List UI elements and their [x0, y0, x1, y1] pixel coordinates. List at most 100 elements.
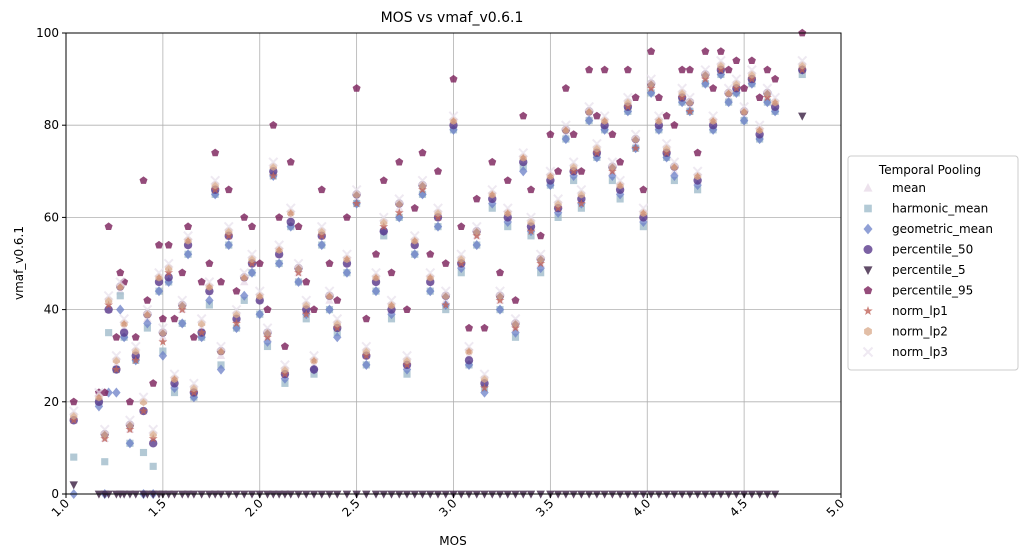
point-percentile_5 — [269, 490, 278, 499]
point-percentile_5 — [309, 490, 319, 499]
point-norm_lp1 — [158, 337, 168, 346]
legend-marker-norm_lp3 — [862, 346, 874, 358]
legend-title: Temporal Pooling — [878, 163, 981, 177]
point-percentile_95 — [100, 388, 109, 396]
point-percentile_5 — [677, 490, 687, 499]
point-percentile_5 — [317, 490, 326, 499]
point-norm_lp3 — [239, 267, 250, 278]
point-percentile_5 — [693, 490, 702, 499]
point-percentile_95 — [410, 203, 419, 212]
point-percentile_95 — [503, 176, 512, 184]
point-norm_lp3 — [268, 157, 279, 167]
point-percentile_5 — [441, 490, 450, 499]
point-percentile_5 — [798, 112, 807, 121]
point-percentile_5 — [325, 490, 334, 499]
point-norm_lp1 — [197, 328, 207, 337]
point-percentile_95 — [403, 305, 411, 313]
point-norm_lp3 — [163, 258, 174, 269]
point-percentile_5 — [488, 490, 497, 499]
point-norm_lp3 — [622, 92, 633, 103]
point-percentile_5 — [724, 490, 733, 499]
point-geometric_mean — [224, 240, 233, 251]
point-norm_lp3 — [661, 138, 672, 149]
point-percentile_95 — [600, 65, 609, 74]
point-norm_lp3 — [183, 230, 193, 241]
point-norm_lp3 — [309, 350, 319, 361]
point-percentile_5 — [197, 490, 206, 499]
point-geometric_mean — [317, 240, 326, 251]
legend-label-geometric_mean: geometric_mean — [892, 222, 993, 236]
point-percentile_95 — [701, 47, 710, 55]
point-percentile_95 — [224, 185, 233, 194]
point-geometric_mean — [294, 276, 303, 287]
point-percentile_5 — [503, 490, 512, 499]
point-percentile_5 — [119, 490, 129, 499]
point-norm_lp3 — [607, 157, 618, 167]
point-norm_lp1 — [232, 318, 241, 328]
point-percentile_5 — [395, 490, 404, 499]
point-percentile_5 — [608, 490, 617, 499]
point-percentile_95 — [569, 130, 578, 138]
point-percentile_5 — [472, 490, 481, 499]
point-percentile_95 — [763, 65, 772, 74]
point-percentile_5 — [183, 490, 193, 499]
point-percentile_95 — [310, 305, 318, 313]
point-norm_lp1 — [480, 383, 489, 392]
point-percentile_95 — [554, 167, 563, 175]
point-percentile_95 — [755, 93, 764, 101]
point-percentile_5 — [615, 490, 625, 499]
point-geometric_mean — [410, 249, 419, 260]
point-percentile_5 — [362, 490, 371, 499]
point-percentile_5 — [274, 490, 284, 499]
point-norm_lp3 — [301, 295, 312, 306]
point-geometric_mean — [670, 170, 679, 181]
point-percentile_95 — [158, 314, 167, 323]
point-percentile_95 — [155, 240, 163, 249]
point-norm_lp3 — [316, 221, 327, 232]
point-percentile_95 — [678, 65, 687, 74]
point-percentile_50 — [286, 217, 295, 227]
point-norm_lp1 — [352, 198, 362, 208]
point-norm_lp3 — [584, 101, 595, 112]
point-norm_lp3 — [731, 74, 742, 85]
point-geometric_mean — [143, 318, 152, 329]
point-norm_lp3 — [754, 120, 765, 131]
point-norm_lp3 — [68, 406, 79, 416]
point-percentile_95 — [333, 296, 342, 304]
point-percentile_5 — [410, 490, 419, 499]
point-percentile_5 — [148, 490, 158, 499]
point-percentile_95 — [608, 130, 617, 138]
point-percentile_95 — [387, 268, 396, 277]
point-norm_lp3 — [653, 111, 664, 121]
legend-marker-norm_lp1 — [863, 306, 873, 316]
point-percentile_95 — [519, 111, 528, 120]
point-geometric_mean — [561, 133, 571, 145]
point-percentile_5 — [685, 490, 695, 499]
point-norm_lp3 — [568, 157, 579, 167]
point-percentile_95 — [472, 194, 481, 203]
point-percentile_95 — [139, 176, 148, 184]
point-percentile_95 — [275, 213, 284, 221]
point-geometric_mean — [178, 318, 187, 329]
point-norm_lp3 — [361, 341, 372, 352]
point-percentile_95 — [286, 157, 295, 166]
point-percentile_95 — [269, 121, 278, 129]
point-norm_lp3 — [196, 313, 207, 324]
point-percentile_95 — [164, 240, 173, 249]
point-norm_lp3 — [440, 286, 451, 297]
y-tick-label: 80 — [44, 118, 59, 132]
point-percentile_5 — [553, 490, 563, 499]
point-norm_lp1 — [394, 208, 404, 217]
point-norm_lp3 — [692, 166, 703, 177]
y-axis-ticks: 0 20 40 60 80 100 — [36, 26, 66, 501]
point-percentile_95 — [178, 268, 187, 277]
point-percentile_5 — [418, 490, 427, 499]
point-percentile_5 — [333, 490, 342, 499]
point-percentile_5 — [770, 490, 780, 499]
point-norm_lp3 — [125, 415, 135, 426]
point-percentile_50 — [464, 356, 474, 365]
point-percentile_95 — [395, 157, 404, 166]
point-norm_lp3 — [332, 313, 343, 324]
point-norm_lp3 — [425, 267, 436, 278]
point-norm_lp3 — [495, 286, 505, 297]
